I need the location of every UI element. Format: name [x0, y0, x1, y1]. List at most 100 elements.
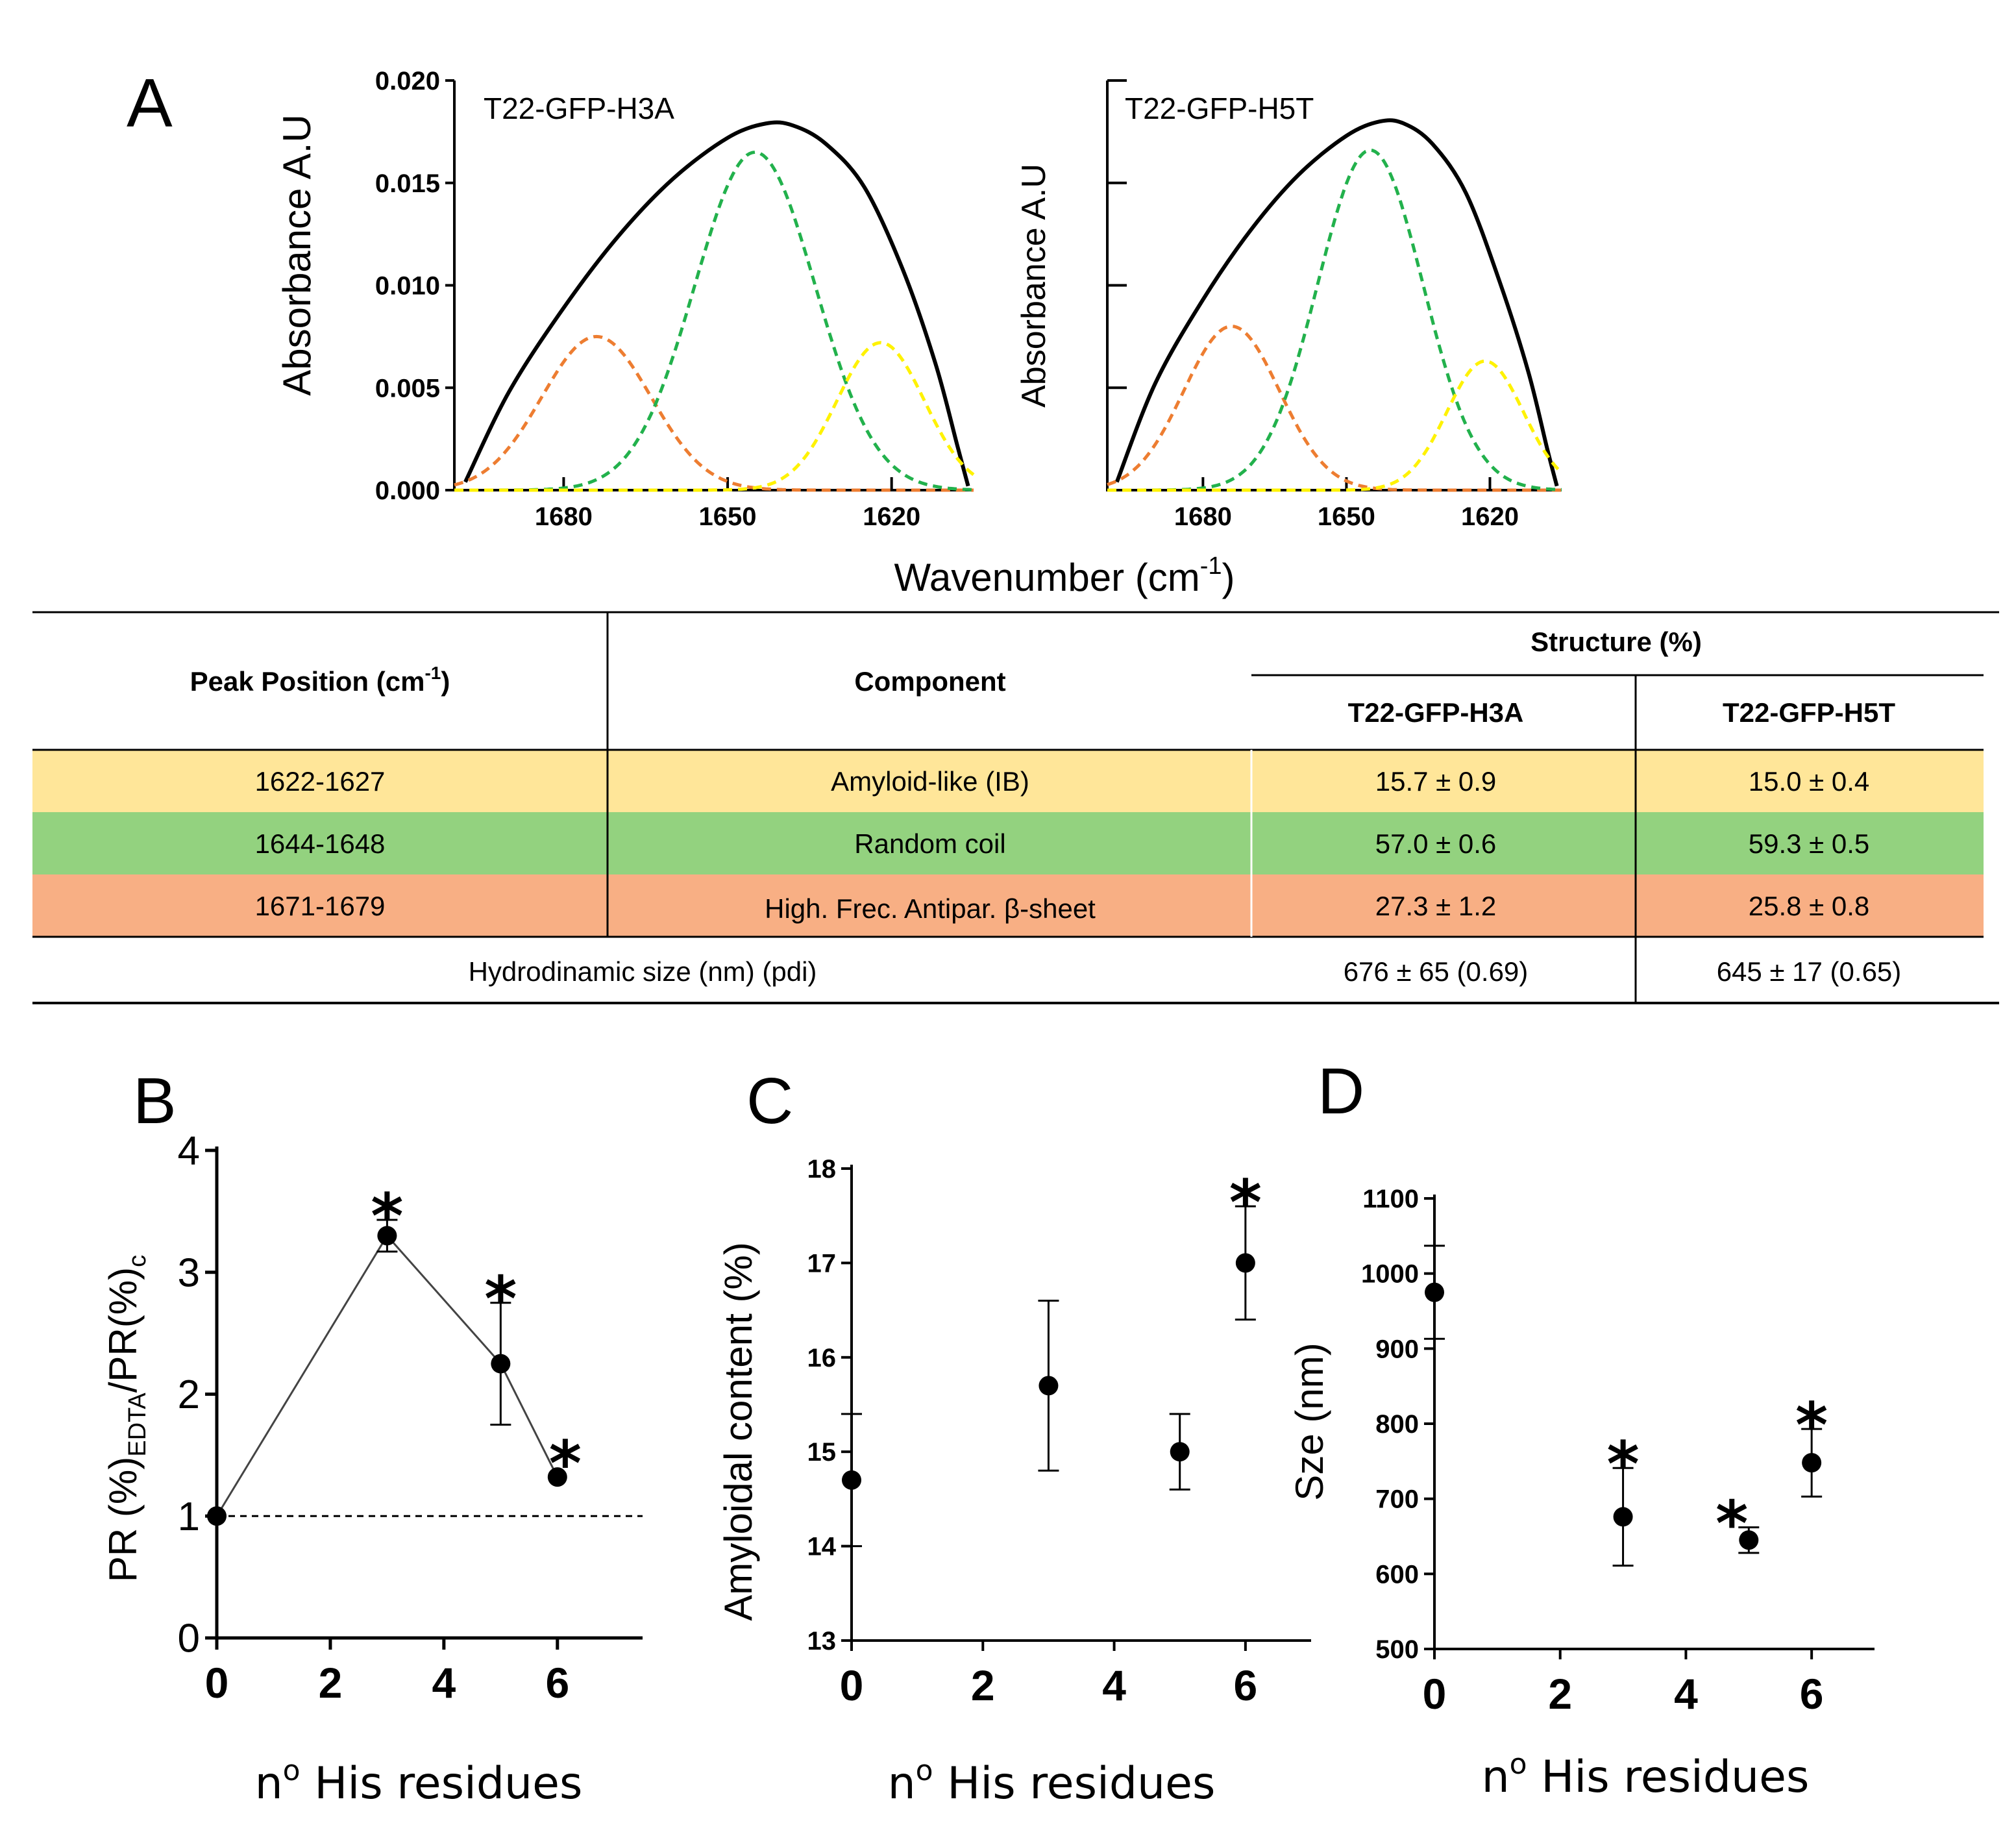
x-tick-label: 0 [1423, 1670, 1447, 1718]
x-tick-label: 1650 [1318, 502, 1375, 531]
y-tick-label: 1000 [1361, 1260, 1419, 1289]
data-point [1039, 1376, 1059, 1396]
a1-total-curve [463, 120, 970, 487]
data-point [1170, 1442, 1190, 1462]
table-cell-h5t: 15.0 ± 0.4 [1749, 766, 1870, 797]
table-cell-peak: 1644-1648 [255, 828, 386, 859]
chart-c-xlabel: no His residues [888, 1754, 1216, 1809]
a1-component-curve [454, 334, 974, 492]
table-cell-component: Amyloid-like (IB) [831, 766, 1029, 797]
data-point [1613, 1507, 1633, 1527]
y-tick-label: 600 [1375, 1560, 1419, 1589]
x-tick-label: 1650 [699, 502, 757, 531]
table-header-peak: Peak Position (cm-1) [190, 663, 450, 697]
x-tick-label: 4 [432, 1659, 456, 1707]
chart-c-ylabel: Amyloidal content (%) [717, 1242, 760, 1621]
y-tick-label: 0.010 [375, 272, 440, 301]
series-line [215, 1233, 559, 1517]
table-cell-peak: 1622-1627 [255, 766, 386, 797]
table-row-bg-sheet [32, 874, 1984, 937]
y-tick-label: 3 [178, 1250, 200, 1295]
y-tick-label: 17 [807, 1249, 837, 1278]
a2-component-curve [1107, 148, 1562, 492]
chart-a-h3a-ylabel: Absorbance A.U [275, 114, 319, 396]
y-tick-label: 800 [1375, 1410, 1419, 1439]
y-tick-label: 4 [178, 1129, 200, 1174]
x-tick-label: 4 [1674, 1670, 1698, 1718]
table-row-bg-coil [32, 812, 1984, 874]
table-header-structure: Structure (%) [1530, 626, 1702, 657]
a2-total-curve [1114, 118, 1559, 487]
y-tick-label: 700 [1375, 1485, 1419, 1514]
chart-d: 500 600 700 800 900 1000 1100 0 2 4 6 * * * Sze (nm)… [1288, 1185, 1875, 1803]
table-cell-h3a: 15.7 ± 0.9 [1375, 766, 1497, 797]
x-tick-label: 2 [319, 1659, 343, 1707]
significance-asterisk: * [1795, 1389, 1828, 1462]
data-point [491, 1354, 511, 1374]
y-tick-label: 0.005 [375, 374, 440, 403]
table-header-h5t: T22-GFP-H5T [1723, 697, 1895, 728]
y-tick-label: 0.020 [375, 67, 440, 95]
table-header-component: Component [854, 666, 1005, 697]
x-tick-label: 0 [205, 1659, 229, 1707]
x-tick-label: 4 [1102, 1661, 1126, 1709]
y-tick-label: 18 [807, 1155, 837, 1183]
table-cell-h5t: 25.8 ± 0.8 [1749, 891, 1870, 921]
chart-a-h3a-title: T22-GFP-H3A [484, 92, 674, 125]
data-point [207, 1506, 227, 1526]
a2-component-curve [1107, 325, 1562, 492]
table-size-label: Hydrodinamic size (nm) (pdi) [469, 956, 817, 987]
a2-component-curve [1107, 359, 1563, 492]
panel-label-b: B [133, 1065, 177, 1137]
table-size-h3a: 676 ± 65 (0.69) [1344, 956, 1529, 987]
x-tick-label: 6 [545, 1659, 569, 1707]
y-tick-label: 0 [178, 1617, 200, 1661]
a1-component-curve [454, 150, 974, 492]
y-tick-label: 0.015 [375, 169, 440, 198]
x-tick-label: 1680 [1174, 502, 1232, 531]
table-cell-h3a: 57.0 ± 0.6 [1375, 828, 1497, 859]
data-point [377, 1226, 397, 1246]
significance-asterisk: * [1229, 1167, 1262, 1239]
chart-a-h5t: 1680 1650 1620 T22-GFP-H5T Absorbance A.U [1015, 79, 1563, 531]
x-tick-label: 1680 [535, 502, 593, 531]
data-point [1235, 1253, 1255, 1273]
x-tick-label: 6 [1800, 1670, 1824, 1718]
x-tick-label: 0 [840, 1661, 864, 1709]
structure-table: Peak Position (cm-1) Component Structure… [32, 611, 1999, 1004]
chart-a-h5t-ylabel: Absorbance A.U [1015, 164, 1053, 408]
table-row-bg-amyloid [32, 750, 1984, 812]
data-point [547, 1467, 567, 1487]
table-cell-component: Random coil [854, 828, 1005, 859]
y-tick-label: 1 [178, 1494, 200, 1539]
y-tick-label: 500 [1375, 1635, 1419, 1664]
a1-component-curve [454, 341, 975, 492]
table-cell-component: High. Frec. Antipar. β-sheet [765, 893, 1096, 924]
table-cell-peak: 1671-1679 [255, 891, 386, 921]
chart-b-ylabel: PR (%)EDTA/PR(%)c [101, 1255, 151, 1582]
y-tick-label: 14 [807, 1533, 837, 1561]
y-tick-label: 15 [807, 1438, 837, 1467]
wavenumber-axis-label: Wavenumber (cm-1) [894, 552, 1235, 599]
x-tick-label: 2 [971, 1661, 995, 1709]
y-tick-label: 1100 [1362, 1185, 1419, 1213]
chart-a-h5t-title: T22-GFP-H5T [1125, 92, 1314, 125]
table-cell-h5t: 59.3 ± 0.5 [1749, 828, 1870, 859]
data-point [1802, 1453, 1822, 1473]
y-tick-label: 16 [807, 1344, 837, 1372]
y-tick-label: 2 [178, 1372, 200, 1417]
chart-d-ylabel: Sze (nm) [1288, 1343, 1331, 1500]
chart-c: 13 14 15 16 17 18 0 2 4 6 * Amyloidal content (%)… [717, 1155, 1311, 1809]
data-point [1739, 1530, 1759, 1550]
significance-asterisk: * [1606, 1428, 1639, 1501]
chart-a-h3a: 0.000 0.005 0.010 0.015 0.020 1680 1650 1620 T2… [275, 67, 975, 531]
significance-asterisk: * [1715, 1488, 1748, 1561]
chart-b: 0 1 2 3 4 0 2 4 6 * * * PR (%)EDTA/PR(%)c no His r… [101, 1129, 643, 1809]
panel-label-c: C [746, 1065, 793, 1137]
y-tick-label: 900 [1375, 1335, 1419, 1363]
y-tick-label: 0.000 [375, 477, 440, 505]
table-cell-h3a: 27.3 ± 1.2 [1375, 891, 1497, 921]
data-point [1425, 1282, 1444, 1302]
data-point [842, 1470, 861, 1490]
